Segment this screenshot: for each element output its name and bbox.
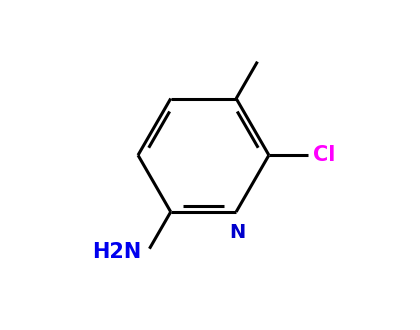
Text: N: N — [230, 223, 246, 242]
Text: Cl: Cl — [313, 145, 336, 165]
Text: H2N: H2N — [92, 242, 141, 262]
